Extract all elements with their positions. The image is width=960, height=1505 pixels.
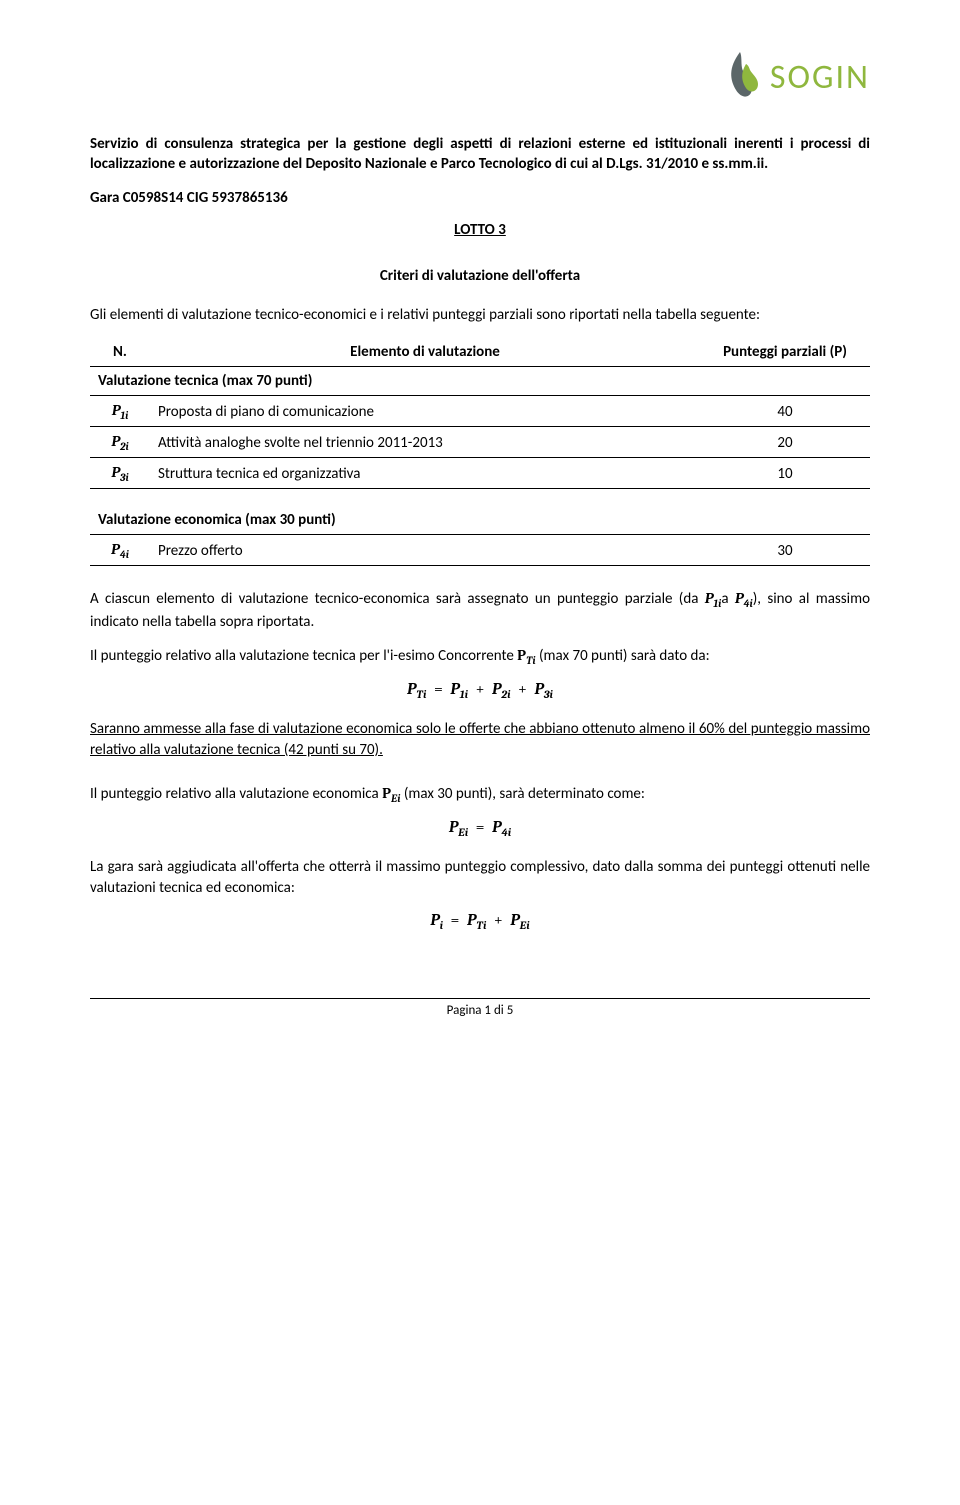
footer-rule [90,998,870,999]
th-n: N. [90,338,150,367]
para-admission: Saranno ammesse alla fase di valutazione… [90,719,870,761]
formula-pei: PEi = P4i [90,818,870,839]
table-row: P2i Attività analoghe svolte nel trienni… [90,426,870,457]
row-label: Proposta di piano di comunicazione [150,395,700,426]
logo-text: SOGIN [770,57,870,98]
para-econ-score: Il punteggio relativo alla valutazione e… [90,783,870,806]
criteri-title: Criteri di valutazione dell'offerta [90,267,870,285]
table-row: P4i Prezzo offerto 30 [90,535,870,566]
page-footer: Pagina 1 di 5 [90,992,870,1018]
intro-paragraph: Servizio di consulenza strategica per la… [90,134,870,175]
para-total: La gara sarà aggiudicata all'offerta che… [90,857,870,899]
evaluation-table: N. Elemento di valutazione Punteggi parz… [90,338,870,567]
row-sym: P4i [90,535,150,566]
row-score: 30 [700,535,870,566]
th-punt: Punteggi parziali (P) [700,338,870,367]
formula-pi: Pi = PTi + PEi [90,911,870,932]
row-sym: P1i [90,395,150,426]
row-sym: P3i [90,457,150,488]
formula-pti: PTi = P1i + P2i + P3i [90,680,870,701]
spacer-row [90,488,870,506]
row-score: 20 [700,426,870,457]
row-score: 40 [700,395,870,426]
logo-flame-icon [718,50,762,104]
row-sym: P2i [90,426,150,457]
gara-code: Gara C0598S14 CIG 5937865136 [90,189,870,207]
tech-section-row: Valutazione tecnica (max 70 punti) [90,366,870,395]
row-label: Prezzo offerto [150,535,700,566]
logo: SOGIN [718,50,870,104]
row-label: Attività analoghe svolte nel triennio 20… [150,426,700,457]
para-table-intro: Gli elementi di valutazione tecnico-econ… [90,305,870,326]
header: SOGIN [90,50,870,104]
econ-section-row: Valutazione economica (max 30 punti) [90,506,870,535]
table-row: P1i Proposta di piano di comunicazione 4… [90,395,870,426]
page-number: Pagina 1 di 5 [447,1003,514,1018]
row-score: 10 [700,457,870,488]
para-score-assign: A ciascun elemento di valutazione tecnic… [90,588,870,632]
econ-section-label: Valutazione economica (max 30 punti) [90,506,870,535]
th-elem: Elemento di valutazione [150,338,700,367]
table-header-row: N. Elemento di valutazione Punteggi parz… [90,338,870,367]
lotto-heading: LOTTO 3 [90,221,870,239]
row-label: Struttura tecnica ed organizzativa [150,457,700,488]
tech-section-label: Valutazione tecnica (max 70 punti) [90,366,870,395]
para-tech-score: Il punteggio relativo alla valutazione t… [90,645,870,668]
table-row: P3i Struttura tecnica ed organizzativa 1… [90,457,870,488]
